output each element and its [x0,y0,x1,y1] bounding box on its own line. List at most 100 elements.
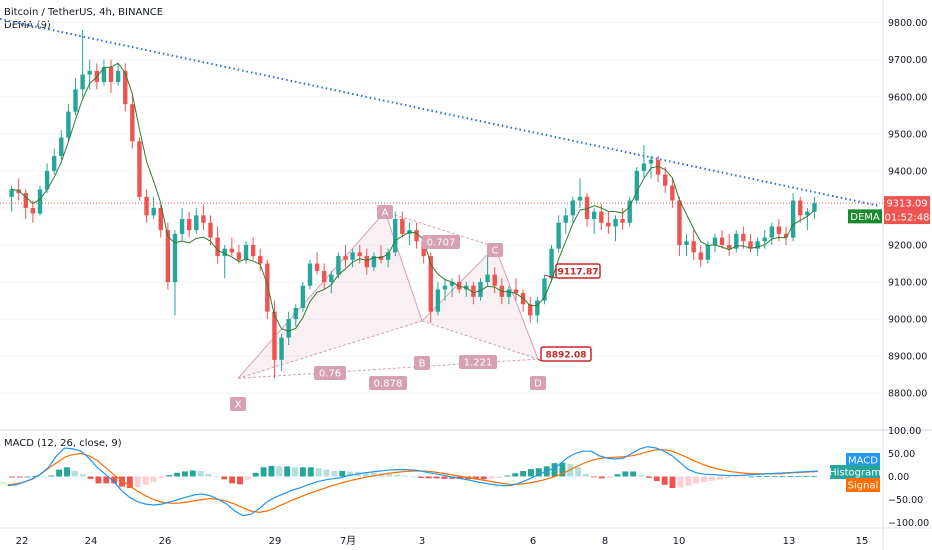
candle[interactable] [613,215,618,242]
candle[interactable] [442,278,448,301]
candle[interactable] [80,30,85,97]
candle[interactable] [108,59,114,94]
candle[interactable] [435,282,441,316]
candle[interactable] [556,215,561,253]
candle[interactable] [641,144,647,179]
candle[interactable] [734,230,739,253]
candle[interactable] [250,237,256,260]
candle[interactable] [37,185,43,216]
candle[interactable] [783,226,789,245]
candle[interactable] [279,333,284,371]
candle[interactable] [535,296,540,323]
candle[interactable] [144,189,149,223]
candle[interactable] [87,59,92,90]
candle[interactable] [165,222,171,290]
candle[interactable] [123,63,128,112]
candle[interactable] [584,193,590,227]
candle[interactable] [229,237,235,257]
candle[interactable] [23,189,28,220]
candle[interactable] [307,259,313,290]
candle[interactable] [414,222,419,249]
point-a-label[interactable]: A [377,205,393,219]
candle[interactable] [265,259,270,320]
candle[interactable] [115,63,121,86]
candle[interactable] [400,211,405,238]
candle[interactable] [286,311,291,346]
candle[interactable] [293,304,298,327]
candle[interactable] [698,244,703,268]
candle[interactable] [329,270,334,294]
candle[interactable] [9,185,14,212]
candle[interactable] [151,196,156,220]
candle[interactable] [528,296,533,323]
candle[interactable] [478,278,483,301]
candle[interactable] [741,226,746,249]
candle[interactable] [364,248,370,275]
candle[interactable] [805,207,810,231]
candle[interactable] [449,278,455,297]
candle[interactable] [506,285,512,305]
candle[interactable] [321,263,327,290]
candle[interactable] [101,59,107,86]
macd-line[interactable] [7,445,819,517]
ratio-cd-label[interactable]: 1.221 [459,355,497,369]
candle[interactable] [51,148,57,175]
candle[interactable] [691,230,696,260]
signal-line[interactable] [7,449,819,513]
candle[interactable] [30,200,36,223]
candle[interactable] [385,248,391,268]
candle[interactable] [407,222,412,245]
candle[interactable] [606,211,611,234]
candle[interactable] [549,244,554,283]
candle[interactable] [563,207,568,234]
point-d-label[interactable]: D [530,376,546,390]
completion-marker[interactable]: 8892.08 [537,346,592,362]
candle[interactable] [492,267,497,294]
candle[interactable] [769,222,775,245]
candle[interactable] [627,196,632,227]
candle[interactable] [314,252,320,275]
candle[interactable] [222,244,227,279]
candle[interactable] [357,244,362,264]
candle[interactable] [73,78,78,116]
candle[interactable] [201,204,206,231]
candle[interactable] [243,241,249,264]
candle[interactable] [684,233,689,257]
candle[interactable] [172,230,178,316]
candle[interactable] [208,215,213,245]
candle[interactable] [726,233,732,257]
candle[interactable] [655,156,661,182]
candle[interactable] [577,178,583,208]
ratio-xd-label[interactable]: 0.878 [369,376,407,390]
candle[interactable] [371,252,377,271]
candle[interactable] [670,178,675,208]
candle[interactable] [44,163,50,194]
point-b-label[interactable]: B [414,356,430,370]
candle[interactable] [215,226,220,264]
candle[interactable] [158,204,163,238]
candle[interactable] [677,196,682,257]
candle[interactable] [336,252,341,279]
candle[interactable] [258,248,263,271]
candle[interactable] [59,130,64,160]
point-c-label[interactable]: C [487,243,503,257]
candle[interactable] [130,96,135,149]
candle[interactable] [66,104,71,142]
candle[interactable] [179,207,185,242]
target-marker[interactable]: 9117.87 [544,263,601,279]
candle[interactable] [16,178,21,201]
candle[interactable] [236,244,242,264]
candle[interactable] [186,211,192,238]
trend-line[interactable] [0,17,881,208]
candle[interactable] [663,167,668,194]
candle[interactable] [620,207,625,231]
ratio-bc-label[interactable]: 0.707 [422,235,460,249]
candle[interactable] [570,196,576,223]
candle[interactable] [300,282,306,312]
candle[interactable] [762,230,767,249]
candle[interactable] [712,233,718,253]
candle[interactable] [790,193,796,242]
candle[interactable] [513,278,519,301]
ratio-ab-label[interactable]: 0.76 [314,366,346,380]
